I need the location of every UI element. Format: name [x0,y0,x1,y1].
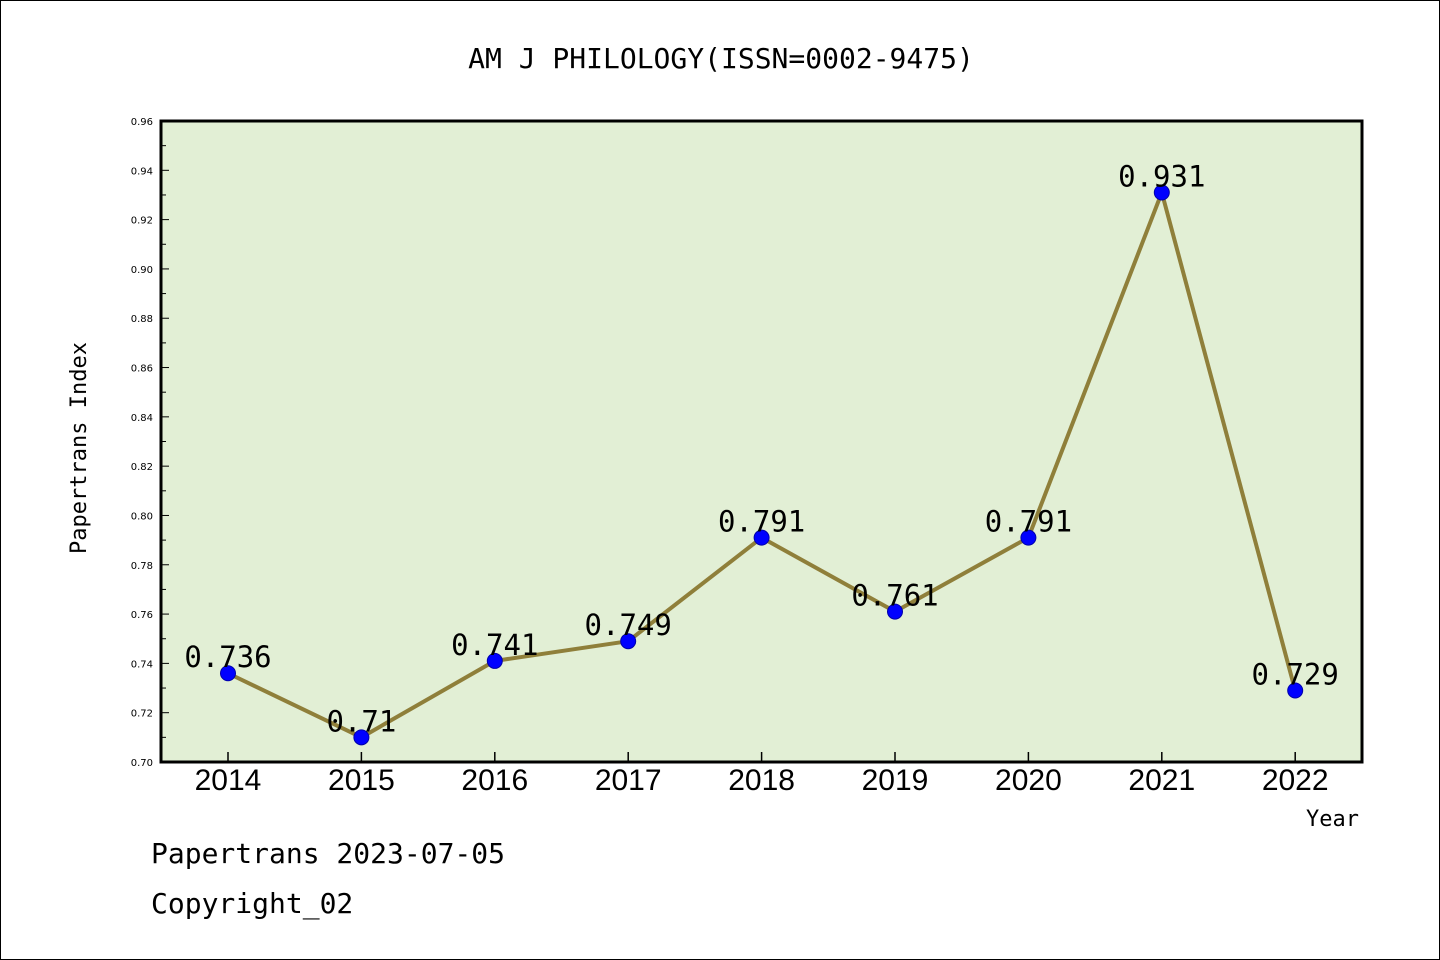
data-label: 0.761 [851,579,938,613]
series-layer [220,184,1304,746]
x-tick-label: 2021 [1128,764,1195,797]
x-tick-label: 2017 [595,764,662,797]
data-point [887,603,903,620]
y-tick-label: 0.78 [131,561,153,572]
data-point [1287,682,1304,699]
data-point [353,729,370,746]
x-axis: 2014 2015 2016 2017 2018 2019 2020 2021 2022 [195,752,1329,797]
x-tick-label: 2015 [328,764,395,797]
x-tick-label: 2022 [1262,764,1329,797]
plot-area [159,119,1364,764]
y-axis-label: Papertrans Index [67,342,92,554]
x-tick-label: 2014 [195,764,262,797]
y-tick-label: 0.80 [131,511,153,522]
data-label: 0.741 [451,628,538,662]
y-axis: 0.70 0.72 0.74 0.76 0.78 0.80 0.82 0.84 0.86 0.88… [131,117,169,769]
data-label-layer: 0.736 0.71 0.741 0.749 0.791 0.761 0.791 0.931 0… [184,159,1339,738]
footer-copyright: Copyright_02 [151,887,354,920]
x-tick-label: 2016 [461,764,528,797]
y-tick-label: 0.94 [131,166,153,177]
y-tick-label: 0.82 [131,462,153,473]
x-axis-label: Year [1306,807,1359,832]
data-label: 0.729 [1252,658,1339,692]
data-label: 0.736 [184,640,271,674]
data-label: 0.931 [1118,159,1205,193]
y-tick-label: 0.86 [131,364,153,375]
y-tick-label: 0.70 [131,758,153,769]
x-tick-label: 2018 [728,764,795,797]
x-tick-label: 2019 [862,764,929,797]
y-tick-label: 0.72 [131,709,153,720]
y-tick-label: 0.92 [131,216,153,227]
y-tick-label: 0.76 [131,610,153,621]
data-label: 0.71 [326,704,396,738]
data-point [753,529,770,546]
y-tick-label: 0.96 [131,117,153,128]
chart-title: AM J PHILOLOGY(ISSN=0002-9475) [468,42,974,75]
data-point [220,665,236,682]
x-tick-label: 2020 [995,764,1062,797]
data-label: 0.791 [985,505,1072,539]
y-tick-label: 0.90 [131,265,153,276]
footer-date: Papertrans 2023-07-05 [151,837,506,870]
y-tick-label: 0.88 [131,314,153,325]
data-point [1153,184,1170,201]
data-point [486,652,503,669]
y-tick-label: 0.74 [131,659,153,670]
y-tick-label: 0.84 [131,413,153,424]
data-label: 0.749 [585,608,672,642]
data-label: 0.791 [718,505,805,539]
data-point [1020,529,1037,546]
data-point [620,633,637,650]
